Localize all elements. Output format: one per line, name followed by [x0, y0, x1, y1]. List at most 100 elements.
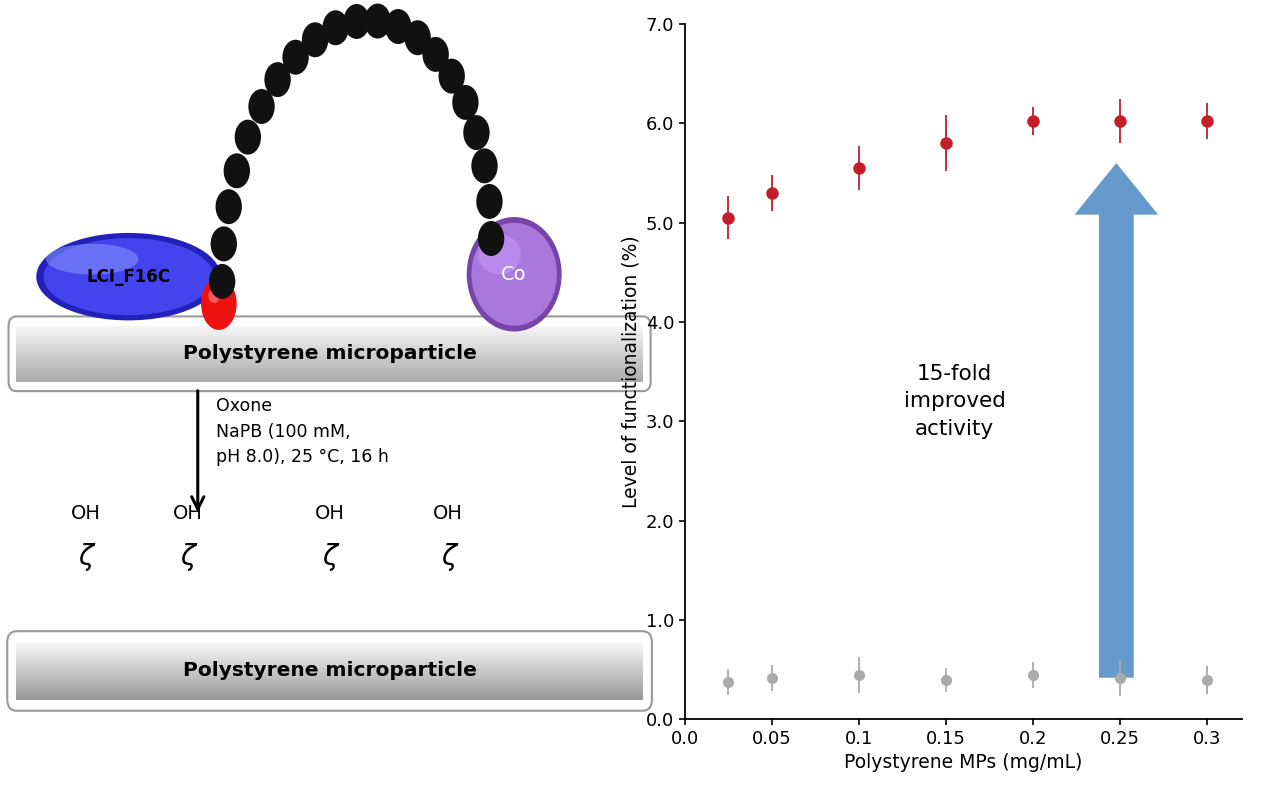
FancyArrow shape: [1075, 163, 1158, 677]
FancyBboxPatch shape: [17, 656, 643, 657]
FancyBboxPatch shape: [17, 696, 643, 698]
Text: OH: OH: [173, 504, 202, 523]
FancyBboxPatch shape: [17, 326, 643, 328]
Text: Co: Co: [502, 265, 527, 284]
FancyBboxPatch shape: [17, 374, 643, 376]
FancyBboxPatch shape: [17, 644, 643, 646]
Ellipse shape: [211, 227, 237, 262]
FancyBboxPatch shape: [17, 358, 643, 359]
FancyBboxPatch shape: [17, 665, 643, 667]
FancyBboxPatch shape: [17, 653, 643, 656]
FancyBboxPatch shape: [17, 650, 643, 652]
FancyBboxPatch shape: [17, 378, 643, 380]
Ellipse shape: [302, 22, 328, 57]
Text: ζ: ζ: [440, 543, 456, 571]
FancyBboxPatch shape: [17, 354, 643, 355]
FancyBboxPatch shape: [17, 348, 643, 350]
FancyBboxPatch shape: [17, 688, 643, 690]
Ellipse shape: [422, 37, 449, 72]
FancyBboxPatch shape: [17, 361, 643, 363]
FancyBboxPatch shape: [17, 366, 643, 369]
X-axis label: Polystyrene MPs (mg/mL): Polystyrene MPs (mg/mL): [844, 754, 1083, 773]
Ellipse shape: [201, 277, 237, 330]
FancyBboxPatch shape: [17, 698, 643, 700]
FancyBboxPatch shape: [17, 686, 643, 688]
Ellipse shape: [471, 223, 557, 326]
Text: OH: OH: [70, 504, 101, 523]
Ellipse shape: [476, 184, 503, 219]
FancyBboxPatch shape: [17, 352, 643, 354]
FancyBboxPatch shape: [17, 663, 643, 665]
Ellipse shape: [215, 189, 242, 224]
FancyBboxPatch shape: [17, 337, 643, 339]
FancyBboxPatch shape: [17, 376, 643, 378]
Ellipse shape: [452, 85, 479, 120]
FancyBboxPatch shape: [17, 648, 643, 650]
FancyBboxPatch shape: [17, 343, 643, 344]
FancyBboxPatch shape: [17, 660, 643, 661]
Ellipse shape: [224, 153, 250, 188]
Ellipse shape: [209, 289, 220, 303]
Text: OH: OH: [434, 504, 463, 523]
Ellipse shape: [248, 89, 275, 124]
FancyBboxPatch shape: [17, 339, 643, 341]
Ellipse shape: [234, 120, 261, 155]
FancyBboxPatch shape: [17, 652, 643, 653]
FancyBboxPatch shape: [17, 347, 643, 348]
FancyBboxPatch shape: [17, 690, 643, 692]
Ellipse shape: [404, 20, 431, 55]
FancyBboxPatch shape: [17, 669, 643, 671]
Text: ζ: ζ: [323, 543, 337, 571]
FancyBboxPatch shape: [17, 359, 643, 361]
FancyBboxPatch shape: [17, 682, 643, 684]
FancyBboxPatch shape: [17, 363, 643, 365]
FancyBboxPatch shape: [17, 657, 643, 660]
Ellipse shape: [283, 40, 308, 75]
FancyBboxPatch shape: [17, 335, 643, 337]
FancyBboxPatch shape: [17, 673, 643, 675]
FancyBboxPatch shape: [17, 675, 643, 677]
Ellipse shape: [439, 59, 465, 94]
Ellipse shape: [467, 217, 562, 332]
Ellipse shape: [46, 244, 138, 274]
Text: ζ: ζ: [180, 543, 196, 571]
FancyBboxPatch shape: [17, 341, 643, 343]
FancyBboxPatch shape: [17, 355, 643, 358]
Text: Oxone
NaPB (100 mM,
pH 8.0), 25 °C, 16 h: Oxone NaPB (100 mM, pH 8.0), 25 °C, 16 h: [216, 397, 389, 467]
FancyBboxPatch shape: [17, 694, 643, 696]
FancyBboxPatch shape: [17, 667, 643, 669]
FancyBboxPatch shape: [17, 369, 643, 370]
FancyBboxPatch shape: [17, 372, 643, 374]
FancyBboxPatch shape: [17, 380, 643, 382]
FancyBboxPatch shape: [17, 365, 643, 366]
FancyBboxPatch shape: [17, 350, 643, 352]
FancyBboxPatch shape: [17, 679, 643, 681]
Ellipse shape: [385, 9, 411, 44]
Ellipse shape: [343, 4, 370, 39]
Ellipse shape: [323, 10, 348, 45]
Text: Polystyrene microparticle: Polystyrene microparticle: [183, 344, 476, 363]
FancyBboxPatch shape: [17, 328, 643, 330]
FancyBboxPatch shape: [17, 646, 643, 648]
Ellipse shape: [477, 221, 504, 256]
Ellipse shape: [471, 149, 498, 184]
Text: Polystyrene microparticle: Polystyrene microparticle: [183, 661, 476, 681]
FancyBboxPatch shape: [17, 330, 643, 332]
Ellipse shape: [209, 264, 236, 299]
FancyBboxPatch shape: [17, 344, 643, 347]
FancyBboxPatch shape: [17, 642, 643, 644]
Ellipse shape: [265, 62, 291, 97]
FancyBboxPatch shape: [17, 692, 643, 694]
Text: 15-fold
improved
activity: 15-fold improved activity: [904, 364, 1005, 439]
FancyBboxPatch shape: [17, 333, 643, 335]
Ellipse shape: [463, 115, 490, 150]
Text: OH: OH: [315, 504, 344, 523]
FancyBboxPatch shape: [17, 370, 643, 372]
FancyBboxPatch shape: [17, 332, 643, 333]
Ellipse shape: [365, 3, 390, 38]
FancyBboxPatch shape: [17, 684, 643, 686]
FancyBboxPatch shape: [17, 671, 643, 673]
Ellipse shape: [36, 233, 221, 320]
FancyBboxPatch shape: [17, 661, 643, 663]
Text: LCI_F16C: LCI_F16C: [87, 268, 170, 285]
